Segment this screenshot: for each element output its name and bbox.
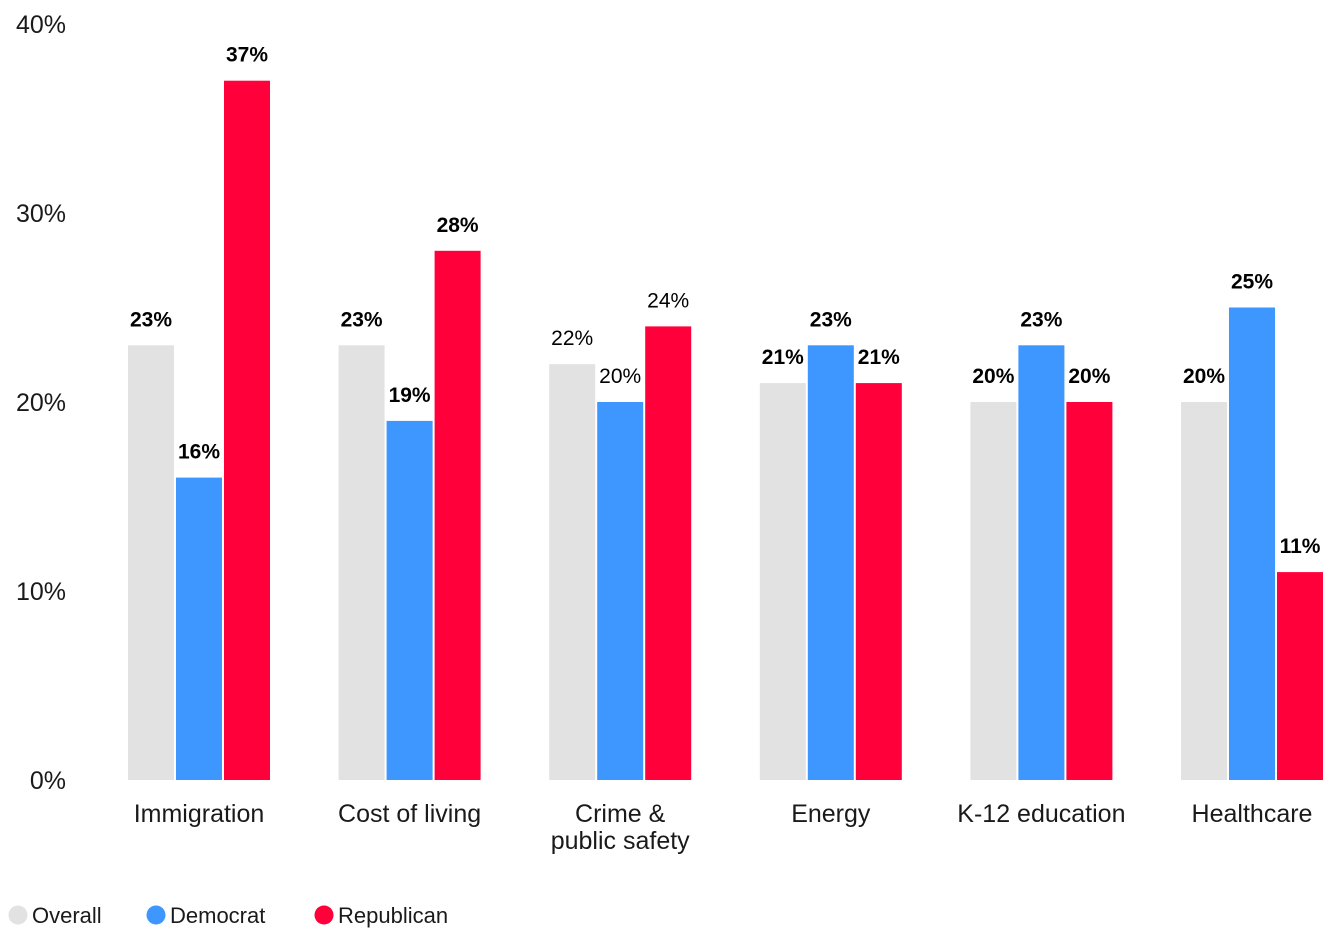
data-label: 23% xyxy=(130,308,172,331)
category-label: Crime & public safety xyxy=(551,800,690,855)
bar-overall xyxy=(549,364,596,780)
category-label: Cost of living xyxy=(338,800,481,828)
bar-democrat xyxy=(386,420,433,780)
data-label: 28% xyxy=(437,214,479,237)
data-labels: 23% 16% 37% 23% 19% 28% 22% 20% 24% 21% 23% 21% 20% 2… xyxy=(130,44,1321,558)
data-label: 11% xyxy=(1280,535,1321,558)
x-axis: Immigration Cost of living Crime & public s… xyxy=(134,800,1313,855)
bar-republican xyxy=(224,80,270,780)
bar-democrat xyxy=(1229,307,1275,780)
bar-overall xyxy=(759,383,806,780)
y-tick-label: 30% xyxy=(16,200,66,228)
data-label: 21% xyxy=(762,346,804,369)
category-label: Immigration xyxy=(134,800,265,828)
legend: Overall Democrat Republican xyxy=(8,903,448,928)
bar-democrat xyxy=(597,402,644,780)
data-label: 20% xyxy=(972,365,1014,388)
bar-democrat xyxy=(176,477,222,780)
legend-label: Democrat xyxy=(170,903,265,928)
bar-overall xyxy=(970,402,1017,780)
legend-swatch-overall xyxy=(8,905,28,925)
bar-overall xyxy=(338,345,385,780)
bar-overall xyxy=(1181,402,1227,780)
data-label: 24% xyxy=(647,289,689,312)
data-label: 23% xyxy=(1020,308,1062,331)
data-label: 19% xyxy=(389,384,431,407)
category-label: Healthcare xyxy=(1192,800,1313,828)
legend-swatch-republican xyxy=(314,905,334,925)
legend-label: Republican xyxy=(338,903,448,928)
bar-republican xyxy=(645,326,692,780)
y-tick-label: 20% xyxy=(16,389,66,417)
data-label: 20% xyxy=(1068,365,1110,388)
bar-democrat xyxy=(1018,345,1065,780)
bars xyxy=(128,80,1323,781)
y-tick-label: 0% xyxy=(30,767,66,795)
data-label: 20% xyxy=(1183,365,1225,388)
category-label: Energy xyxy=(791,800,871,828)
bar-republican xyxy=(434,250,481,781)
bar-democrat xyxy=(807,345,854,780)
legend-swatch-democrat xyxy=(146,905,166,925)
data-label: 16% xyxy=(178,441,220,464)
bar-republican xyxy=(1277,572,1323,780)
legend-label: Overall xyxy=(32,903,102,928)
y-tick-label: 40% xyxy=(16,11,66,39)
data-label: 23% xyxy=(810,308,852,331)
bar-republican xyxy=(1066,402,1113,780)
bar-overall xyxy=(128,345,174,780)
y-axis: 0% 10% 20% 30% 40% xyxy=(16,11,66,795)
category-label: K-12 education xyxy=(957,800,1125,828)
data-label: 20% xyxy=(599,365,641,388)
data-label: 21% xyxy=(858,346,900,369)
y-tick-label: 10% xyxy=(16,578,66,606)
data-label: 23% xyxy=(341,308,383,331)
data-label: 37% xyxy=(226,44,268,67)
data-label: 25% xyxy=(1231,271,1273,294)
data-label: 22% xyxy=(551,327,593,350)
bar-republican xyxy=(855,383,902,780)
